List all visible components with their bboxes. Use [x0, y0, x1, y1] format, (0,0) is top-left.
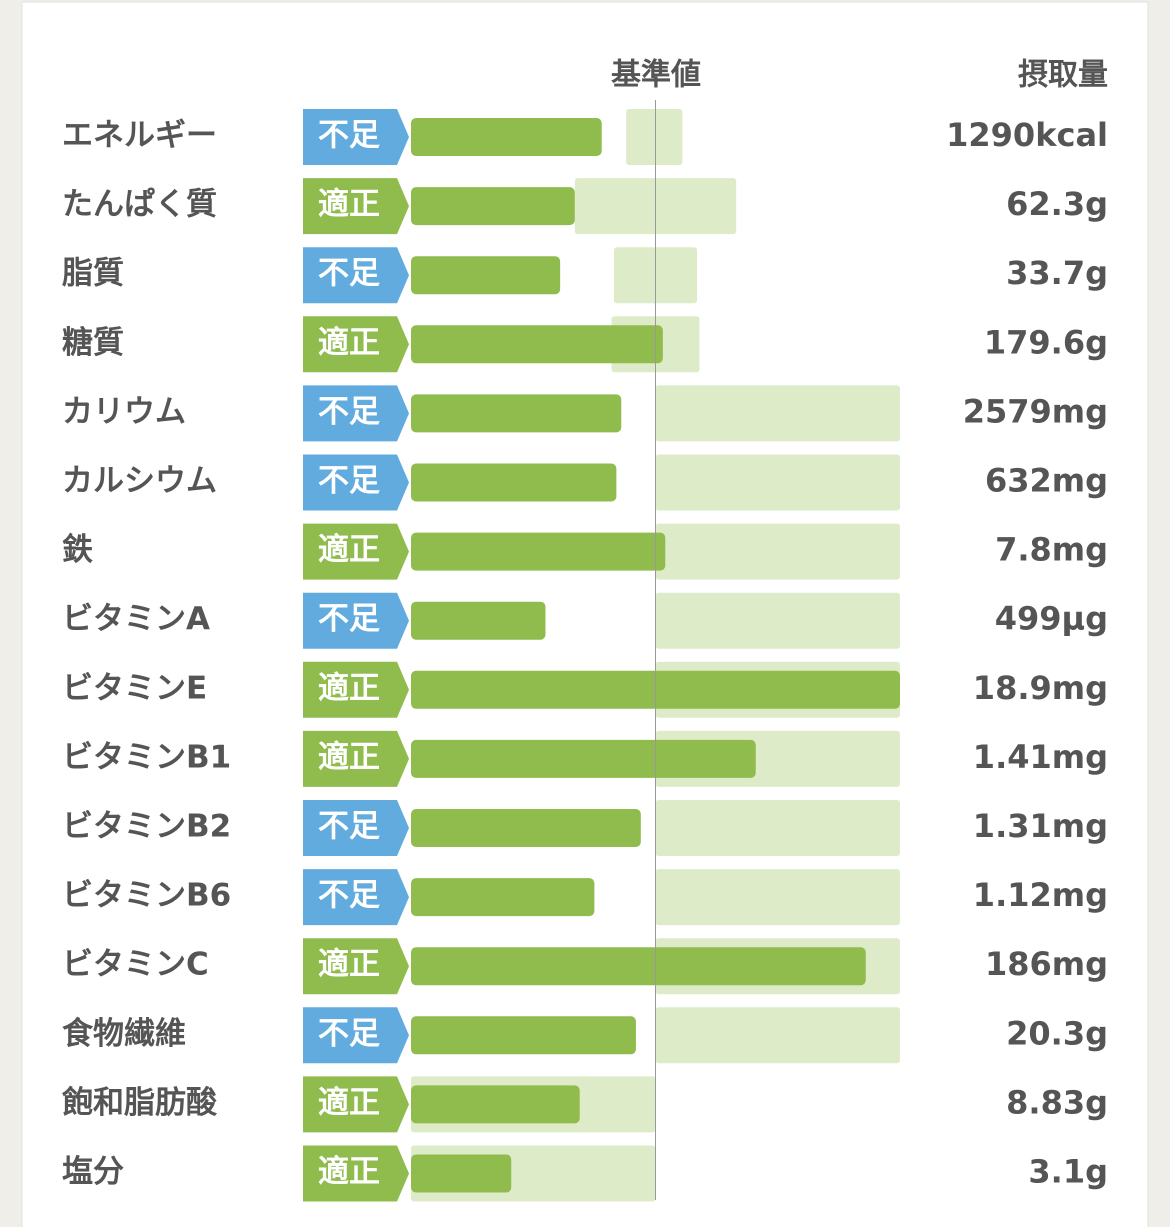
- status-badge: [303, 454, 409, 511]
- intake-bar: [411, 601, 546, 640]
- nutrient-name: ビタミンC: [62, 947, 209, 983]
- nutrient-name: 脂質: [62, 256, 124, 292]
- status-label: 適正: [318, 739, 380, 775]
- status-label: 適正: [318, 670, 380, 706]
- intake-amount: 186mg: [985, 945, 1108, 983]
- reference-range: [655, 800, 900, 856]
- status-badge: [303, 1007, 409, 1064]
- nutrient-name: ビタミンB6: [62, 878, 231, 914]
- status-badge: [303, 800, 409, 856]
- status-badge: [303, 1145, 409, 1202]
- intake-bar: [411, 463, 617, 502]
- intake-bar: [411, 878, 595, 917]
- intake-amount: 1.31mg: [973, 807, 1108, 845]
- intake-amount: 3.1g: [1028, 1153, 1108, 1191]
- nutrient-name: 食物繊維: [62, 1016, 186, 1052]
- intake-amount: 20.3g: [1006, 1014, 1108, 1052]
- nutrient-name: ビタミンE: [62, 670, 207, 706]
- nutrient-name: たんぱく質: [62, 187, 217, 223]
- intake-amount: 632mg: [985, 462, 1108, 500]
- intake-amount: 7.8mg: [995, 531, 1108, 569]
- status-label: 不足: [318, 394, 380, 430]
- status-label: 不足: [318, 1016, 380, 1052]
- reference-range: [655, 1007, 900, 1064]
- nutrient-name: ビタミンB2: [62, 809, 231, 845]
- intake-header: 摂取量: [1018, 58, 1108, 93]
- nutrient-name: 飽和脂肪酸: [62, 1085, 218, 1121]
- nutrient-name: 鉄: [62, 532, 93, 568]
- intake-amount: 2579mg: [963, 392, 1108, 430]
- intake-amount: 1.41mg: [973, 738, 1108, 776]
- intake-amount: 179.6g: [984, 323, 1108, 361]
- intake-bar: [411, 739, 756, 778]
- intake-bar: [411, 1154, 512, 1193]
- nutrient-name: カルシウム: [62, 463, 217, 499]
- intake-bar: [411, 947, 866, 986]
- status-label: 適正: [318, 325, 380, 361]
- intake-bar: [411, 532, 666, 571]
- status-badge: [303, 316, 409, 373]
- status-badge: [303, 109, 409, 165]
- intake-amount: 33.7g: [1006, 254, 1108, 292]
- status-badge: [303, 869, 409, 926]
- intake-amount: 1290kcal: [946, 116, 1108, 154]
- intake-amount: 499μg: [995, 600, 1108, 638]
- intake-bar: [411, 1085, 580, 1124]
- reference-range: [626, 109, 683, 165]
- status-label: 適正: [318, 1154, 380, 1190]
- intake-amount: 8.83g: [1006, 1083, 1108, 1121]
- status-badge: [303, 938, 409, 995]
- intake-bar: [411, 394, 622, 433]
- nutrient-name: ビタミンA: [62, 601, 210, 637]
- status-badge: [303, 661, 409, 718]
- intake-bar: [411, 1016, 636, 1055]
- reference-range: [655, 869, 900, 926]
- status-label: 適正: [318, 1085, 380, 1121]
- intake-bar: [411, 187, 575, 226]
- intake-bar: [411, 118, 602, 156]
- nutrient-name: エネルギー: [62, 118, 217, 154]
- status-badge: [303, 247, 409, 304]
- status-badge: [303, 385, 409, 442]
- intake-amount: 18.9mg: [973, 669, 1108, 707]
- intake-amount: 1.12mg: [973, 876, 1108, 914]
- status-badge: [303, 178, 409, 235]
- intake-bar: [411, 809, 641, 847]
- status-badge: [303, 730, 409, 787]
- nutrient-name: 糖質: [62, 325, 124, 361]
- status-badge: [303, 592, 409, 649]
- nutrient-name: 塩分: [62, 1154, 124, 1190]
- intake-amount: 62.3g: [1006, 185, 1108, 223]
- status-badge: [303, 1076, 409, 1133]
- status-label: 不足: [318, 878, 380, 914]
- status-label: 不足: [318, 256, 380, 292]
- reference-range: [655, 523, 900, 580]
- reference-header: 基準値: [611, 58, 701, 93]
- reference-range: [655, 385, 900, 442]
- status-label: 不足: [318, 463, 380, 499]
- status-label: 適正: [318, 187, 380, 223]
- intake-bar: [411, 325, 663, 364]
- status-label: 不足: [318, 118, 380, 154]
- status-label: 適正: [318, 947, 380, 983]
- status-label: 不足: [318, 809, 380, 845]
- intake-bar: [411, 256, 561, 295]
- reference-range: [655, 454, 900, 511]
- status-label: 不足: [318, 601, 380, 637]
- status-label: 適正: [318, 532, 380, 568]
- nutrient-name: カリウム: [62, 394, 186, 430]
- status-badge: [303, 523, 409, 580]
- nutrient-name: ビタミンB1: [62, 739, 231, 775]
- reference-range: [655, 592, 900, 649]
